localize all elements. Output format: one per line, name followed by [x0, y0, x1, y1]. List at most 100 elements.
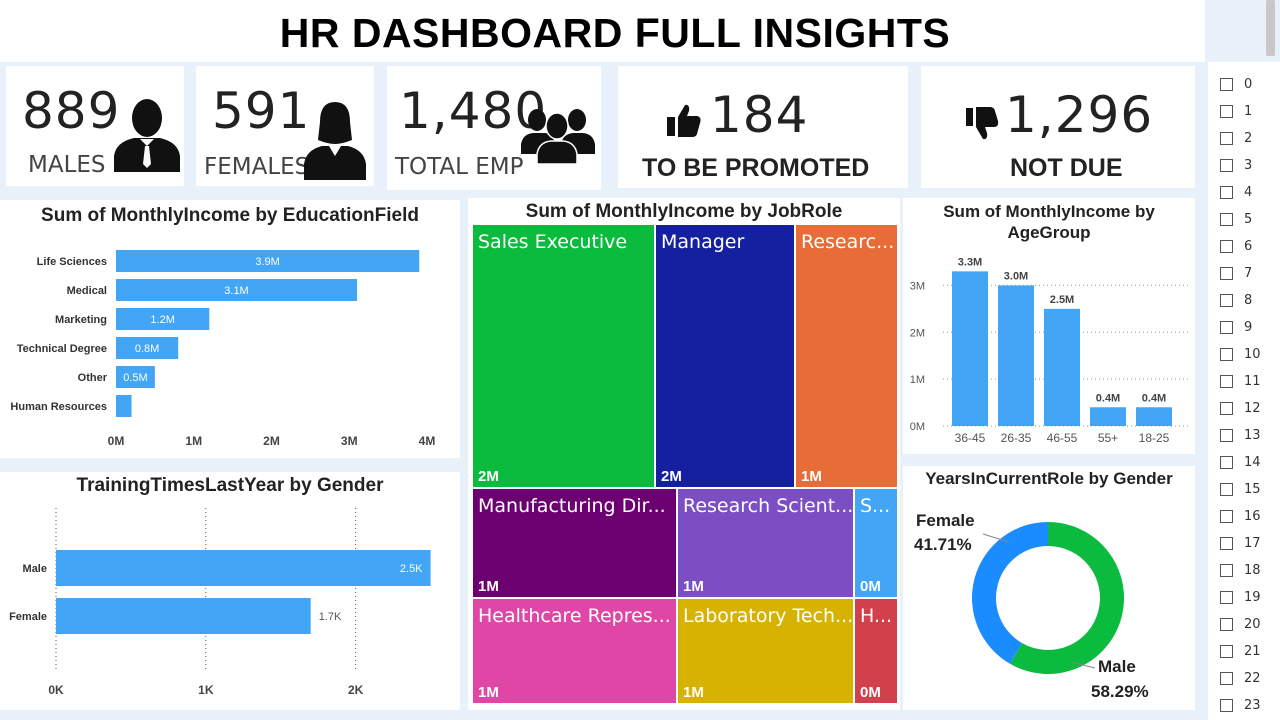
treemap-tile-value: 0M — [860, 578, 881, 595]
slicer-checkbox[interactable] — [1220, 536, 1233, 550]
training-bar-chart: 0K 1K 2K Male 2.5K Female 1.7K — [9, 508, 431, 697]
donut-label-male-name: Male — [1098, 657, 1136, 676]
slicer-item[interactable]: 1 — [1220, 101, 1252, 121]
slicer-checkbox[interactable] — [1220, 212, 1233, 226]
agegroup-chart-title: Sum of MonthlyIncome by AgeGroup — [903, 201, 1195, 243]
training-chart-panel: TrainingTimesLastYear by Gender 0K 1K 2K Ma… — [0, 472, 460, 710]
slicer-checkbox[interactable] — [1220, 563, 1233, 577]
agegroup-data-label: 0.4M — [1096, 392, 1120, 404]
slicer-item[interactable]: 21 — [1220, 641, 1261, 661]
slicer-checkbox[interactable] — [1220, 644, 1233, 658]
education-bar-chart: Life Sciences 3.9M Medical 3.1M Marketing 1.2… — [10, 250, 435, 448]
slicer-item-label: 8 — [1244, 292, 1253, 308]
slicer-checkbox[interactable] — [1220, 266, 1233, 280]
treemap-tile[interactable]: Manufacturing Dir... 1M — [472, 488, 677, 598]
slicer-item[interactable]: 13 — [1220, 425, 1261, 445]
treemap-tile[interactable]: H... 0M — [854, 598, 898, 704]
title-bar: HR DASHBOARD FULL INSIGHTS — [0, 0, 1205, 62]
slicer-checkbox[interactable] — [1220, 158, 1233, 172]
slicer-item[interactable]: 15 — [1220, 479, 1261, 499]
treemap-tile-value: 1M — [801, 468, 822, 485]
thumbs-up-icon — [667, 104, 701, 137]
slicer-checkbox[interactable] — [1220, 185, 1233, 199]
treemap-tile[interactable]: Laboratory Tech... 1M — [677, 598, 854, 704]
slicer-checkbox[interactable] — [1220, 428, 1233, 442]
slicer-item[interactable]: 12 — [1220, 398, 1261, 418]
education-category-label: Other — [78, 372, 108, 384]
agegroup-y-tick: 3M — [910, 280, 925, 292]
slicer-checkbox[interactable] — [1220, 347, 1233, 361]
treemap-tile-value: 1M — [683, 578, 704, 595]
group-people-icon — [521, 109, 595, 164]
treemap-tile-label: Sales Executive — [478, 231, 628, 253]
slicer-item[interactable]: 6 — [1220, 236, 1252, 256]
slicer-item[interactable]: 16 — [1220, 506, 1261, 526]
treemap-tile[interactable]: Research Scient... 1M — [677, 488, 854, 598]
slicer-checkbox[interactable] — [1220, 509, 1233, 523]
slicer-item-label: 11 — [1244, 373, 1261, 389]
slicer-item[interactable]: 7 — [1220, 263, 1252, 283]
slicer-item[interactable]: 5 — [1220, 209, 1252, 229]
slicer-checkbox[interactable] — [1220, 590, 1233, 604]
slicer-item[interactable]: 20 — [1220, 614, 1261, 634]
slicer-checkbox[interactable] — [1220, 374, 1233, 388]
slicer-item[interactable]: 14 — [1220, 452, 1261, 472]
kpi-total-value: 1,480 — [399, 82, 548, 140]
jobrole-chart-panel: Sum of MonthlyIncome by JobRole Sales Ex… — [468, 198, 900, 710]
agegroup-y-tick: 0M — [910, 421, 925, 433]
slicer-item-label: 2 — [1244, 130, 1253, 146]
education-data-label: 1.2M — [150, 314, 174, 326]
slicer-checkbox[interactable] — [1220, 698, 1233, 712]
slicer-item[interactable]: 4 — [1220, 182, 1252, 202]
slicer-checkbox[interactable] — [1220, 239, 1233, 253]
slicer-item-label: 19 — [1244, 589, 1261, 605]
slicer-item[interactable]: 2 — [1220, 128, 1252, 148]
slicer-item[interactable]: 18 — [1220, 560, 1261, 580]
slicer-item[interactable]: 3 — [1220, 155, 1252, 175]
training-x-tick: 0K — [48, 683, 64, 697]
slicer-item-label: 9 — [1244, 319, 1253, 335]
training-chart-title: TrainingTimesLastYear by Gender — [76, 475, 384, 496]
treemap-tile-value: 0M — [860, 684, 881, 701]
slicer-item-label: 12 — [1244, 400, 1261, 416]
treemap-tile[interactable]: Researc... 1M — [795, 224, 898, 488]
kpi-not-due-value: 1,296 — [1005, 86, 1154, 144]
slicer-checkbox[interactable] — [1220, 617, 1233, 631]
treemap-tile[interactable]: Healthcare Repres... 1M — [472, 598, 677, 704]
slicer-item[interactable]: 17 — [1220, 533, 1261, 553]
kpi-card-not-due: 1,296 NOT DUE — [921, 66, 1195, 188]
slicer-item-label: 23 — [1244, 697, 1261, 713]
slicer-item[interactable]: 0 — [1220, 74, 1252, 94]
slicer-checkbox[interactable] — [1220, 401, 1233, 415]
slicer-item[interactable]: 19 — [1220, 587, 1261, 607]
treemap-tile[interactable]: Manager 2M — [655, 224, 795, 488]
treemap-tile-value: 1M — [683, 684, 704, 701]
training-category-label: Male — [23, 563, 47, 575]
slicer-checkbox[interactable] — [1220, 77, 1233, 91]
treemap-tile-label: Laboratory Tech... — [683, 605, 854, 627]
slicer-item[interactable]: 10 — [1220, 344, 1261, 364]
slicer-checkbox[interactable] — [1220, 131, 1233, 145]
treemap-tile[interactable]: Sales Executive 2M — [472, 224, 655, 488]
kpi-total-label: TOTAL EMP — [395, 154, 524, 180]
slicer-checkbox[interactable] — [1220, 671, 1233, 685]
kpi-males-value: 889 — [22, 82, 121, 140]
female-person-icon — [304, 102, 366, 180]
slicer-item[interactable]: 8 — [1220, 290, 1252, 310]
treemap-tile-label: Manager — [661, 231, 745, 253]
slicer-item[interactable]: 23 — [1220, 695, 1261, 715]
page-scrollbar[interactable] — [1266, 0, 1275, 56]
slicer-checkbox[interactable] — [1220, 320, 1233, 334]
agegroup-x-tick: 18-25 — [1139, 431, 1170, 445]
treemap-tile[interactable]: S... 0M — [854, 488, 898, 598]
slicer-item[interactable]: 9 — [1220, 317, 1252, 337]
slicer-checkbox[interactable] — [1220, 104, 1233, 118]
slicer-checkbox[interactable] — [1220, 482, 1233, 496]
slicer-checkbox[interactable] — [1220, 455, 1233, 469]
training-data-label: 1.7K — [319, 611, 342, 623]
slicer-item[interactable]: 22 — [1220, 668, 1261, 688]
slicer-item-label: 22 — [1244, 670, 1261, 686]
donut-slice-male — [1010, 522, 1124, 674]
slicer-item[interactable]: 11 — [1220, 371, 1261, 391]
slicer-checkbox[interactable] — [1220, 293, 1233, 307]
